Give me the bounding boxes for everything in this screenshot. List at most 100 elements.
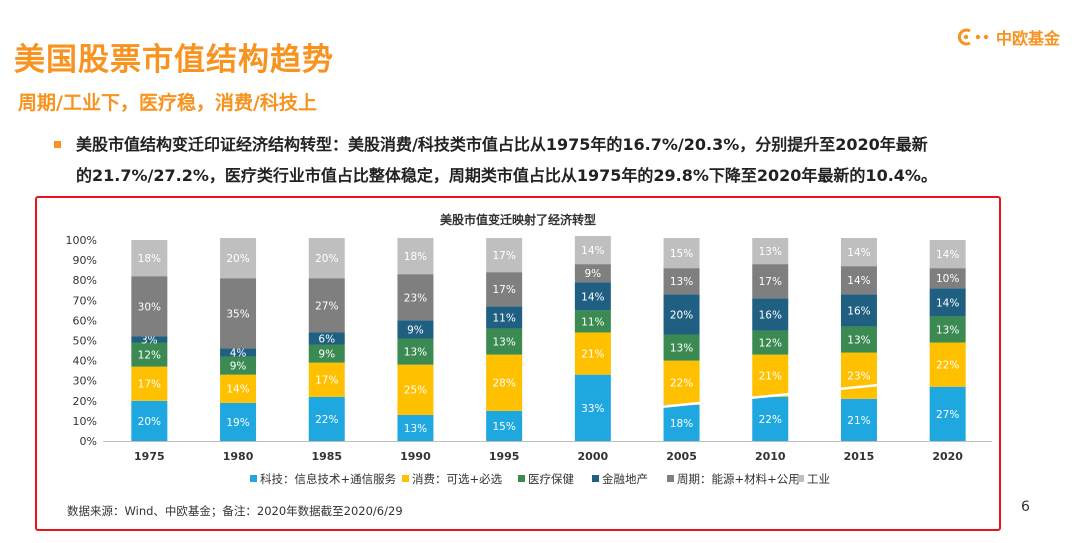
bar-segment-cyclical [929, 268, 966, 289]
data-label: 20% [138, 416, 161, 428]
y-tick-label: 50% [73, 335, 97, 348]
legend-swatch-finance [592, 475, 599, 482]
data-label: 18% [138, 253, 161, 265]
bar-segment-cyclical [752, 264, 789, 299]
zhongou-logo-icon [957, 28, 989, 46]
bar-segment-health [574, 310, 611, 333]
y-tick-label: 30% [73, 375, 97, 388]
data-label: 23% [404, 292, 427, 304]
page-subtitle: 周期/工业下，医疗稳，消费/科技上 [18, 92, 317, 114]
data-label: 33% [581, 403, 604, 415]
data-label: 14% [847, 247, 870, 259]
bar-segment-health [929, 316, 966, 343]
bar-segment-tech [574, 374, 611, 441]
y-tick-label: 80% [73, 274, 97, 287]
bar-segment-consumer [929, 342, 966, 387]
trend-arrow-line [651, 380, 916, 410]
legend-label-health: 医疗保健 [528, 472, 574, 486]
bar-segment-consumer [308, 362, 345, 397]
bar-segment-cyclical [840, 266, 877, 295]
bar-segment-tech [929, 386, 966, 441]
bar-segment-health [131, 342, 168, 367]
x-tick-label: 2010 [755, 450, 786, 463]
data-label: 14% [226, 384, 249, 396]
legend-swatch-health [518, 475, 525, 482]
bar-segment-industrial [397, 237, 434, 275]
bar-segment-tech [397, 414, 434, 441]
bar-segment-consumer [397, 364, 434, 415]
bar-segment-cyclical [308, 278, 345, 333]
data-label: 14% [847, 275, 870, 287]
data-label: 17% [492, 250, 515, 262]
x-tick-label: 1975 [134, 450, 165, 463]
bar-segment-tech [131, 400, 168, 441]
brand-name: 中欧基金 [995, 29, 1060, 48]
data-label: 19% [226, 417, 249, 429]
bar-segment-finance [397, 320, 434, 339]
bar-segment-health [308, 344, 345, 363]
legend-swatch-consumer [402, 475, 409, 482]
bar-segment-industrial [308, 237, 345, 279]
data-label: 9% [230, 361, 247, 373]
data-label: 10% [936, 273, 959, 285]
bar-segment-industrial [752, 237, 789, 265]
legend-label-consumer: 消费：可选+必选 [412, 472, 503, 486]
bar-segment-finance [574, 282, 611, 311]
legend-label-industrial: 工业 [807, 472, 830, 486]
bar-segment-health [752, 330, 789, 355]
data-label: 25% [404, 385, 427, 397]
y-tick-label: 100% [66, 234, 97, 247]
data-label: 20% [670, 309, 693, 321]
data-label: 22% [670, 378, 693, 390]
data-label: 17% [492, 284, 515, 296]
bar-segment-industrial [486, 237, 523, 273]
bar-segment-consumer [131, 366, 168, 401]
bar-segment-finance [308, 332, 345, 345]
bar-segment-finance [752, 298, 789, 331]
data-label: 9% [318, 349, 335, 361]
legend-label-tech: 科技：信息技术+通信服务 [260, 472, 397, 486]
y-tick-label: 0% [80, 435, 97, 448]
data-label: 13% [847, 334, 870, 346]
trend-arrow-head [912, 375, 924, 386]
bar-segment-cyclical [574, 264, 611, 283]
data-label: 15% [670, 248, 693, 260]
bar-segment-consumer [486, 354, 523, 411]
bar-segment-health [486, 328, 523, 355]
bar-segment-health [663, 334, 700, 361]
bar-segment-tech [486, 410, 523, 441]
bar-segment-industrial [131, 240, 168, 277]
data-label: 4% [230, 348, 247, 360]
bar-segment-finance [929, 288, 966, 317]
data-label: 14% [581, 291, 604, 303]
data-label: 22% [315, 414, 338, 426]
data-label: 11% [581, 316, 604, 328]
data-label: 14% [936, 297, 959, 309]
chart-frame: 美股市值变迁映射了经济转型 0% 10% 20% 30% 40% 50% 60% 70% 80% 9… [35, 196, 1001, 531]
bar-segment-consumer [752, 354, 789, 397]
y-tick-label: 90% [73, 254, 97, 267]
x-tick-label: 1980 [223, 450, 254, 463]
data-label: 14% [936, 249, 959, 261]
bar-segment-industrial [929, 240, 966, 269]
data-label: 22% [759, 414, 782, 426]
data-label: 13% [404, 423, 427, 435]
bullet-point: 美股市值结构变迁印证经济结构转型：美股消费/科技类市值占比从1975年的16.7… [54, 129, 1044, 191]
legend-label-finance: 金融地产 [602, 472, 648, 486]
bullet-line-1: 美股市值结构变迁印证经济结构转型：美股消费/科技类市值占比从1975年的16.7… [76, 135, 928, 154]
bar-segment-tech [220, 402, 257, 441]
bullet-line-2: 的21.7%/27.2%，医疗类行业市值占比整体稳定，周期类市值占比从1975年… [76, 166, 937, 185]
data-label: 13% [670, 343, 693, 355]
data-label: 12% [759, 338, 782, 350]
data-label: 20% [226, 253, 249, 265]
bar-segment-tech [840, 398, 877, 441]
bar-segment-finance [131, 336, 168, 343]
x-tick-label: 2000 [578, 450, 609, 463]
data-label: 3% [141, 334, 158, 346]
data-label: 23% [847, 371, 870, 383]
data-label: 13% [404, 347, 427, 359]
bar-segment-cyclical [220, 278, 257, 349]
bar-segment-cyclical [486, 272, 523, 307]
data-label: 13% [936, 324, 959, 336]
legend-swatch-tech [250, 475, 257, 482]
